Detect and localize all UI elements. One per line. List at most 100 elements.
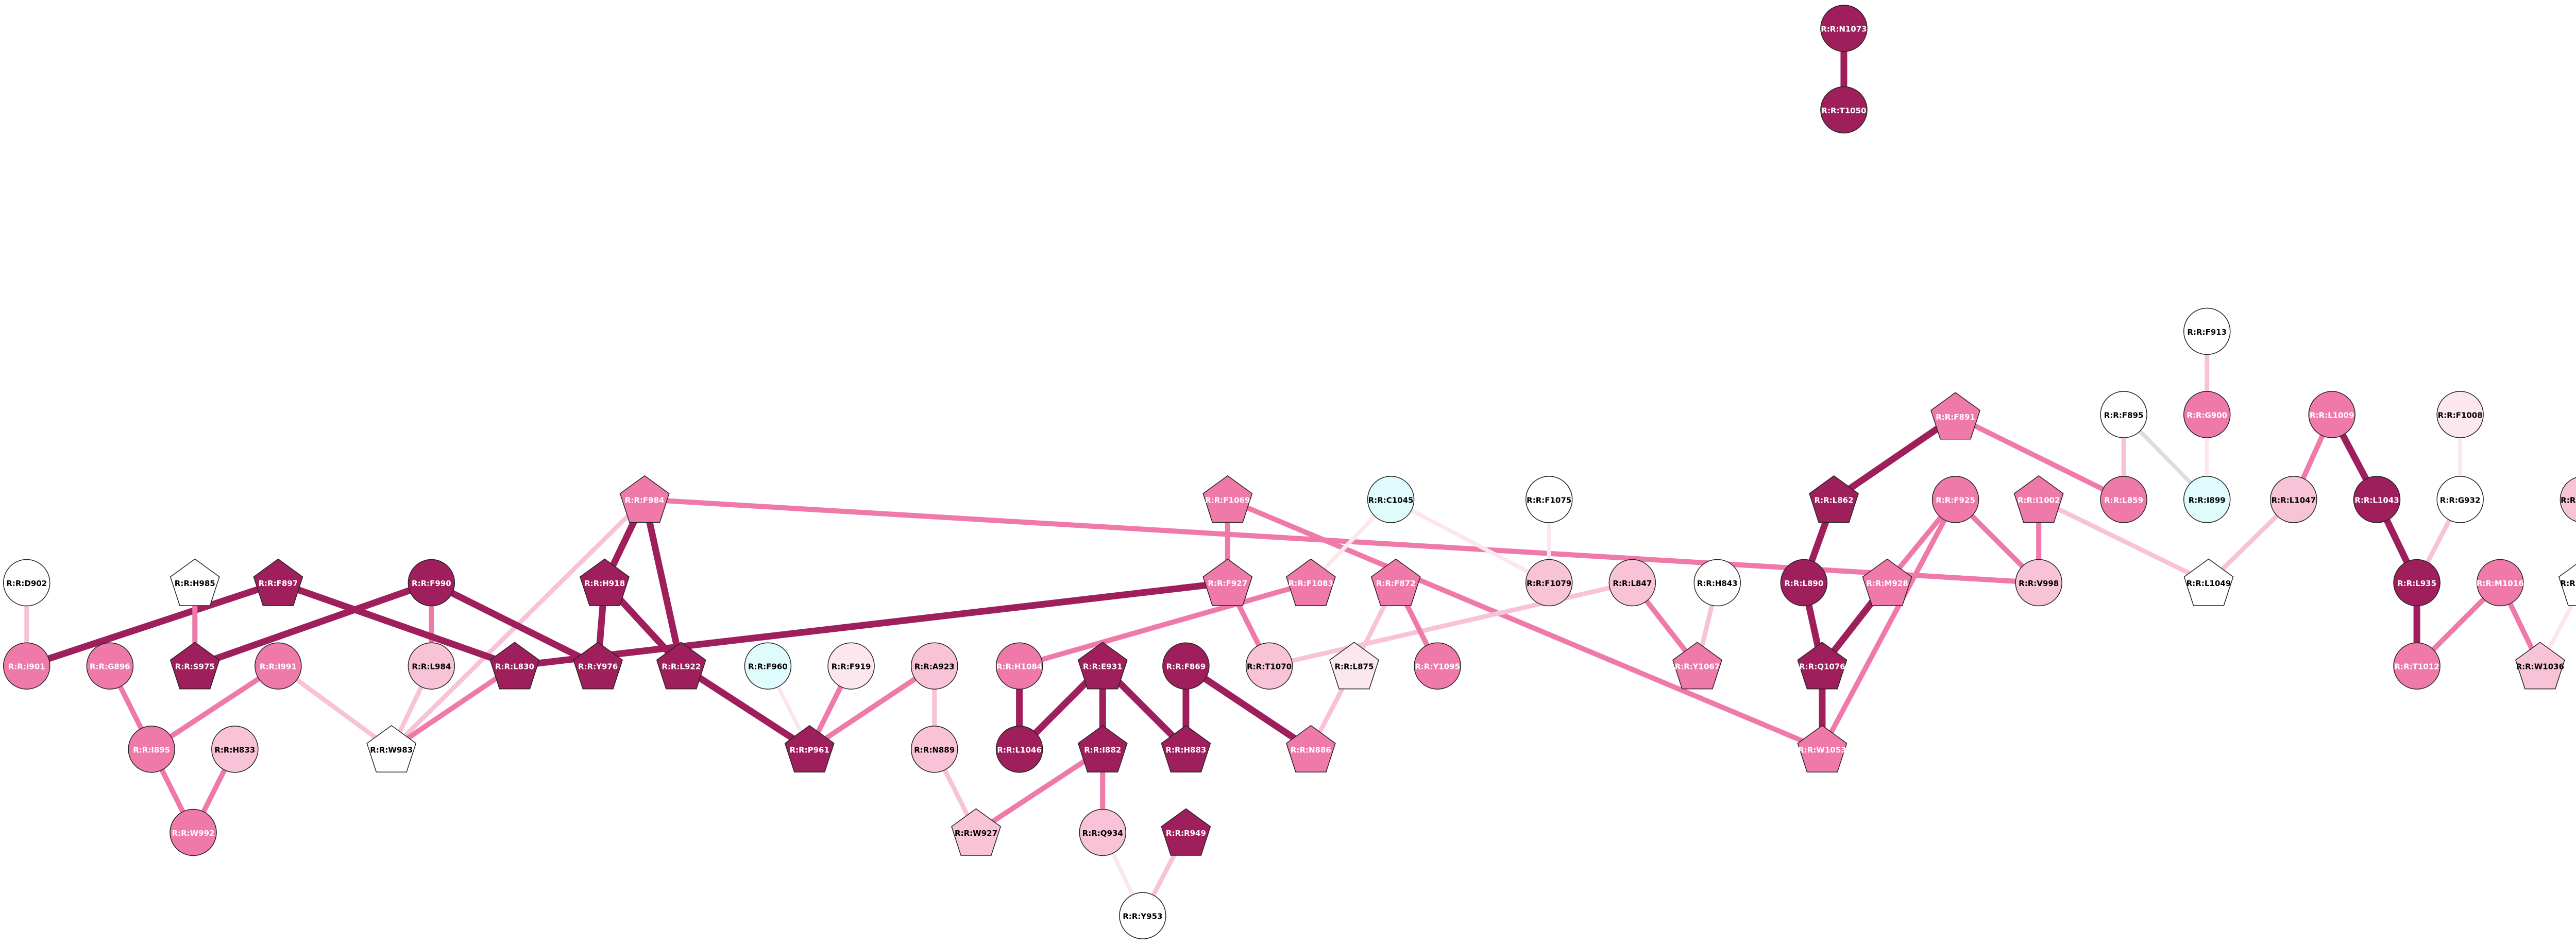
edges bbox=[23, 25, 2576, 918]
node-label: R:R:F913 bbox=[2187, 328, 2227, 337]
node-pentagon bbox=[951, 808, 1001, 856]
node-circle bbox=[1931, 476, 1979, 523]
node-label: R:R:G932 bbox=[2440, 495, 2481, 505]
node-pentagon bbox=[1329, 642, 1379, 690]
node-label: R:R:L859 bbox=[2104, 495, 2143, 505]
node-label: R:R:W1053 bbox=[1798, 745, 1846, 754]
node-label: R:R:F1075 bbox=[1527, 495, 1571, 505]
node-circle bbox=[2353, 476, 2401, 523]
nodes: R:R:N1073 R:R:T1050 R:R:F913 R:R:G900 R:R:F8… bbox=[3, 5, 2576, 939]
node-pentagon bbox=[656, 642, 706, 690]
node-circle bbox=[1414, 642, 1461, 690]
node-label: R:R:L830 bbox=[495, 662, 534, 672]
edge bbox=[807, 663, 937, 752]
node-circle bbox=[2183, 391, 2231, 438]
node-pentagon bbox=[1202, 558, 1253, 606]
node-circle bbox=[1119, 892, 1166, 939]
node-label: R:R:I1002 bbox=[2018, 495, 2060, 505]
node-label: R:R:F872 bbox=[1376, 579, 1416, 588]
node-label: R:R:Q1076 bbox=[1799, 662, 1845, 672]
node-label: R:R:Y953 bbox=[1123, 912, 1162, 921]
node-circle bbox=[2100, 476, 2147, 523]
node-pentagon bbox=[253, 558, 303, 606]
node-circle bbox=[170, 809, 217, 856]
edge bbox=[428, 579, 602, 669]
node-label: R:R:I899 bbox=[2189, 495, 2226, 505]
node-circle bbox=[1525, 476, 1573, 523]
node-label: R:R:H883 bbox=[1165, 745, 1206, 754]
node-circle bbox=[1820, 5, 1868, 52]
node-circle bbox=[2393, 559, 2441, 607]
node-circle bbox=[211, 726, 259, 773]
node-circle bbox=[1780, 559, 1828, 607]
node-label: R:R:Y1067 bbox=[1675, 662, 1720, 672]
edge bbox=[511, 579, 1231, 669]
node-label: R:R:F1069 bbox=[1205, 495, 1250, 505]
node-circle bbox=[1079, 809, 1126, 856]
node-label: R:R:W983 bbox=[370, 745, 413, 754]
node-circle bbox=[255, 642, 302, 690]
node-pentagon bbox=[489, 642, 540, 690]
node-label: R:R:L1047 bbox=[2272, 495, 2316, 505]
node-circle bbox=[2308, 391, 2355, 438]
node-pentagon bbox=[1202, 475, 1253, 523]
node-label: R:R:F925 bbox=[1936, 495, 1975, 505]
node-label: R:R:F984 bbox=[625, 495, 665, 505]
node-circle bbox=[1367, 476, 1415, 523]
edge bbox=[191, 579, 435, 669]
node-label: R:R:L875 bbox=[1334, 662, 1374, 672]
node-label: R:R:W1036 bbox=[2516, 662, 2564, 672]
node-circle bbox=[1608, 559, 1656, 607]
node-label: R:R:L984 bbox=[412, 662, 451, 672]
node-pentagon bbox=[1797, 725, 1848, 773]
node-pentagon bbox=[2013, 475, 2064, 523]
node-pentagon bbox=[619, 475, 670, 523]
edge bbox=[1388, 497, 1551, 585]
node-circle bbox=[2183, 307, 2231, 355]
node-label: R:R:Q934 bbox=[1082, 829, 1123, 838]
node-pentagon bbox=[1161, 725, 1211, 773]
edge bbox=[1182, 662, 1314, 753]
edge bbox=[23, 579, 282, 669]
node-label: R:R:L1009 bbox=[2310, 411, 2354, 420]
node-circle bbox=[2270, 476, 2317, 523]
node-label: R:R:M928 bbox=[1866, 579, 1908, 588]
node-circle bbox=[995, 726, 1043, 773]
node-pentagon bbox=[2515, 642, 2565, 690]
node-pentagon bbox=[170, 642, 220, 690]
node-pentagon bbox=[1862, 558, 1912, 606]
node-pentagon bbox=[1930, 392, 1980, 440]
node-circle bbox=[1693, 559, 1741, 607]
node-label: R:R:C1045 bbox=[1368, 495, 1414, 505]
edge bbox=[1831, 412, 1959, 503]
node-label: R:R:K1024 bbox=[2561, 495, 2576, 505]
node-circle bbox=[1525, 559, 1573, 607]
node-label: R:R:F927 bbox=[1208, 579, 1247, 588]
node-pentagon bbox=[573, 642, 623, 690]
edge bbox=[677, 662, 813, 753]
edge bbox=[1267, 580, 1635, 668]
node-label: R:R:L922 bbox=[662, 662, 701, 672]
node-pentagon bbox=[1161, 808, 1211, 856]
node-label: R:R:F960 bbox=[748, 662, 788, 672]
node-label: R:R:Y1095 bbox=[1415, 662, 1460, 672]
edge bbox=[1225, 496, 1825, 752]
node-circle bbox=[2393, 642, 2441, 690]
node-circle bbox=[3, 642, 50, 690]
node-circle bbox=[2100, 391, 2147, 438]
node-label: R:R:N1073 bbox=[1821, 24, 1867, 33]
node-pentagon bbox=[1370, 558, 1421, 606]
node-label: R:R:T1012 bbox=[2395, 662, 2439, 672]
node-label: R:R:Y976 bbox=[578, 662, 618, 672]
node-label: R:R:P961 bbox=[790, 745, 829, 754]
node-label: R:R:L1043 bbox=[2354, 495, 2399, 505]
node-label: R:R:I901 bbox=[8, 662, 45, 672]
edge bbox=[1953, 414, 2127, 502]
node-circle bbox=[744, 642, 792, 690]
node-label: R:R:T1070 bbox=[1247, 662, 1292, 672]
node-label: R:R:L935 bbox=[2397, 579, 2436, 588]
node-circle bbox=[408, 642, 455, 690]
node-circle bbox=[1245, 642, 1293, 690]
node-circle bbox=[1162, 642, 1210, 690]
